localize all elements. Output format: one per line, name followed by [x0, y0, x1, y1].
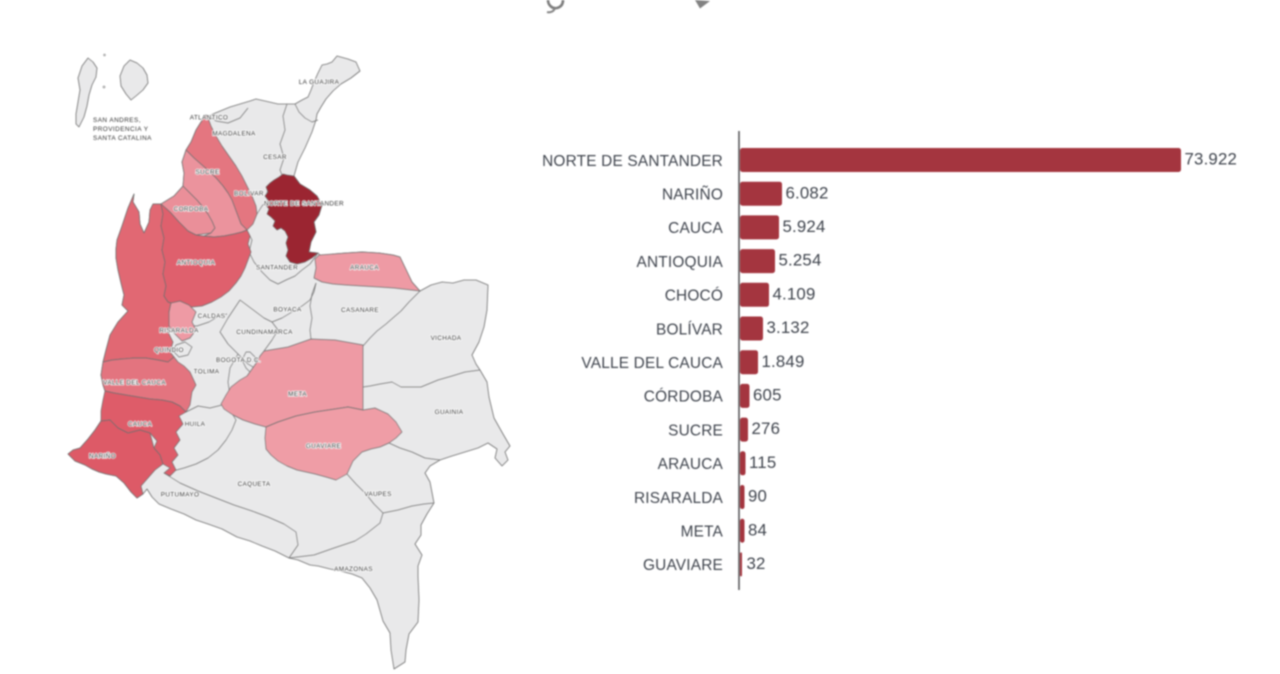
svg-text:CESAR: CESAR — [263, 154, 287, 161]
svg-text:BOGOTA D.C.: BOGOTA D.C. — [216, 357, 261, 364]
svg-text:605: 605 — [753, 386, 782, 405]
svg-text:SANTA CATALINA: SANTA CATALINA — [93, 135, 152, 142]
svg-text:32: 32 — [747, 554, 766, 573]
svg-text:276: 276 — [752, 419, 781, 438]
svg-text:AMAZONAS: AMAZONAS — [334, 566, 373, 573]
svg-text:CAQUETA: CAQUETA — [238, 481, 271, 488]
svg-text:GUAINIA: GUAINIA — [435, 409, 464, 416]
svg-text:ANTIOQUIA: ANTIOQUIA — [177, 259, 216, 266]
svg-text:VALLE DEL CAUCA: VALLE DEL CAUCA — [103, 379, 166, 386]
svg-text:QUINDIO: QUINDIO — [154, 347, 184, 354]
svg-text:84: 84 — [748, 520, 767, 539]
svg-text:CUNDINAMARCA: CUNDINAMARCA — [236, 329, 293, 336]
svg-text:6.082: 6.082 — [786, 183, 829, 202]
svg-text:PUTUMAYO: PUTUMAYO — [161, 491, 200, 498]
svg-text:NORTE DE SANTANDER: NORTE DE SANTANDER — [264, 200, 344, 207]
svg-text:SANTANDER: SANTANDER — [256, 264, 298, 271]
svg-text:4.109: 4.109 — [773, 284, 816, 303]
svg-text:SUCRE: SUCRE — [668, 422, 723, 439]
svg-text:VALLE DEL CAUCA: VALLE DEL CAUCA — [581, 355, 723, 372]
svg-text:SAN ANDRES,: SAN ANDRES, — [93, 117, 141, 124]
svg-text:5.254: 5.254 — [779, 251, 822, 270]
svg-text:HUILA: HUILA — [185, 421, 206, 428]
svg-text:TOLIMA: TOLIMA — [194, 368, 220, 375]
svg-text:ARAUCA: ARAUCA — [350, 264, 379, 271]
svg-text:VAUPES: VAUPES — [364, 491, 392, 498]
svg-text:CASANARE: CASANARE — [341, 307, 379, 314]
svg-text:BOLÍVAR: BOLÍVAR — [656, 321, 723, 338]
svg-text:CAUCA: CAUCA — [128, 421, 153, 428]
svg-text:BOLIVAR: BOLIVAR — [234, 190, 264, 197]
svg-text:META: META — [288, 391, 307, 398]
svg-text:115: 115 — [749, 453, 776, 472]
svg-text:VICHADA: VICHADA — [431, 335, 462, 342]
svg-text:LA GUAJIRA: LA GUAJIRA — [299, 79, 340, 86]
svg-text:NARIÑO: NARIÑO — [662, 187, 723, 204]
svg-text:CALDAS: CALDAS — [198, 313, 226, 320]
svg-text:5.924: 5.924 — [783, 217, 826, 236]
svg-text:NARIÑO: NARIÑO — [89, 451, 116, 460]
svg-text:SUCRE: SUCRE — [195, 169, 219, 176]
svg-text:1.849: 1.849 — [762, 352, 805, 371]
svg-text:GUAVIARE: GUAVIARE — [643, 557, 723, 574]
svg-text:CORDOBA: CORDOBA — [174, 206, 209, 213]
svg-text:73.922: 73.922 — [1185, 150, 1238, 169]
svg-text:90: 90 — [748, 487, 767, 506]
svg-text:RISARALDA: RISARALDA — [634, 490, 724, 507]
svg-text:META: META — [681, 524, 724, 541]
svg-text:CHOCÓ: CHOCÓ — [665, 288, 723, 305]
svg-text:GUAVIARE: GUAVIARE — [306, 443, 341, 450]
svg-text:ANTIOQUIA: ANTIOQUIA — [637, 254, 724, 271]
svg-text:BOYACA: BOYACA — [273, 306, 302, 313]
svg-text:CAUCA: CAUCA — [668, 220, 723, 237]
svg-text:CÓRDOBA: CÓRDOBA — [644, 389, 724, 406]
svg-text:RISARALDA: RISARALDA — [159, 327, 199, 334]
svg-text:PROVIDENCIA Y: PROVIDENCIA Y — [93, 126, 149, 133]
svg-text:ATLANTICO: ATLANTICO — [190, 114, 229, 121]
svg-text:NORTE DE SANTANDER: NORTE DE SANTANDER — [542, 153, 723, 170]
svg-text:ARAUCA: ARAUCA — [658, 456, 724, 473]
svg-text:MAGDALENA: MAGDALENA — [212, 130, 256, 137]
svg-text:3.132: 3.132 — [767, 318, 810, 337]
